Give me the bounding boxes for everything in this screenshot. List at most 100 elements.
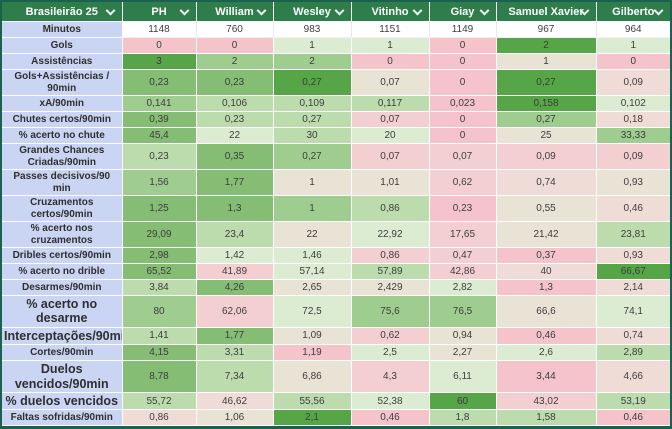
stat-cell[interactable]: 55,72 <box>122 392 197 411</box>
stat-cell[interactable]: 983 <box>273 21 352 38</box>
column-header-giay[interactable]: Giay <box>429 2 497 22</box>
stat-cell[interactable]: 23,4 <box>196 221 274 248</box>
stat-cell[interactable]: 0,102 <box>596 95 670 112</box>
stat-cell[interactable]: 33,33 <box>596 127 670 144</box>
stat-cell[interactable]: 57,89 <box>351 263 430 280</box>
row-label[interactable]: Interceptações/90min <box>2 327 123 346</box>
stat-cell[interactable]: 0,27 <box>496 69 597 96</box>
stat-cell[interactable]: 1,8 <box>429 409 497 427</box>
column-header-samuel-xavier[interactable]: Samuel Xavier <box>496 2 597 22</box>
stat-cell[interactable]: 2 <box>273 53 352 70</box>
stat-cell[interactable]: 0,09 <box>596 69 670 96</box>
row-label[interactable]: Gols <box>2 37 123 54</box>
stat-cell[interactable]: 0,158 <box>496 95 597 112</box>
stat-cell[interactable]: 1151 <box>351 21 430 38</box>
stat-cell[interactable]: 20 <box>351 127 430 144</box>
chevron-down-icon[interactable] <box>334 5 344 16</box>
stat-cell[interactable]: 0,46 <box>596 409 670 427</box>
stat-cell[interactable]: 42,86 <box>429 263 497 280</box>
stat-cell[interactable]: 0,141 <box>122 95 197 112</box>
row-label[interactable]: % acerto no drible <box>2 263 123 280</box>
stat-cell[interactable]: 41,89 <box>196 263 274 280</box>
stat-cell[interactable]: 65,52 <box>122 263 197 280</box>
stat-cell[interactable]: 60 <box>429 392 497 411</box>
stat-cell[interactable]: 0,46 <box>596 195 670 222</box>
stat-cell[interactable]: 0,35 <box>196 143 274 170</box>
stat-cell[interactable]: 1,41 <box>122 327 197 346</box>
row-label[interactable]: Cortes/90min <box>2 344 123 362</box>
stat-cell[interactable]: 0,86 <box>351 247 430 264</box>
stat-cell[interactable]: 66,67 <box>596 263 670 280</box>
stat-cell[interactable]: 2,98 <box>122 247 197 264</box>
stat-cell[interactable]: 3 <box>122 53 197 70</box>
stat-cell[interactable]: 7,34 <box>196 360 274 393</box>
stat-cell[interactable]: 2 <box>496 37 597 54</box>
stat-cell[interactable]: 0,27 <box>273 143 352 170</box>
stat-cell[interactable]: 0 <box>429 127 497 144</box>
stat-cell[interactable]: 0 <box>351 53 430 70</box>
stat-cell[interactable]: 0,39 <box>122 111 197 128</box>
chevron-down-icon[interactable] <box>653 5 664 16</box>
stat-cell[interactable]: 0,86 <box>351 195 430 222</box>
stat-cell[interactable]: 66,6 <box>496 295 597 328</box>
stat-cell[interactable]: 2,429 <box>351 279 430 296</box>
stat-cell[interactable]: 57,14 <box>273 263 352 280</box>
stat-cell[interactable]: 2,5 <box>351 344 430 362</box>
stat-cell[interactable]: 0,07 <box>351 69 430 96</box>
stat-cell[interactable]: 4,26 <box>196 279 274 296</box>
stat-cell[interactable]: 1,06 <box>196 409 274 427</box>
column-header-wesley[interactable]: Wesley <box>273 2 352 22</box>
stat-cell[interactable]: 22 <box>273 221 352 248</box>
stat-cell[interactable]: 0,09 <box>596 143 670 170</box>
row-label[interactable]: Duelos vencidos/90min <box>2 360 123 393</box>
stat-cell[interactable]: 0,47 <box>429 247 497 264</box>
chevron-down-icon[interactable] <box>179 5 189 16</box>
stat-cell[interactable]: 1149 <box>429 21 497 38</box>
stat-cell[interactable]: 29,09 <box>122 221 197 248</box>
stat-cell[interactable]: 0,94 <box>429 327 497 346</box>
stat-cell[interactable]: 0,23 <box>196 111 274 128</box>
stat-cell[interactable]: 1 <box>273 169 352 196</box>
stat-cell[interactable]: 0,27 <box>273 111 352 128</box>
row-label[interactable]: Dribles certos/90min <box>2 247 123 264</box>
stat-cell[interactable]: 0,27 <box>273 69 352 96</box>
stat-cell[interactable]: 43,02 <box>496 392 597 411</box>
row-label[interactable]: Chutes certos/90min <box>2 111 123 128</box>
stat-cell[interactable]: 1,3 <box>196 195 274 222</box>
stat-cell[interactable]: 0,18 <box>596 111 670 128</box>
stat-cell[interactable]: 3,84 <box>122 279 197 296</box>
stat-cell[interactable]: 0,117 <box>351 95 430 112</box>
stat-cell[interactable]: 0,07 <box>429 143 497 170</box>
stat-cell[interactable]: 2,1 <box>273 409 352 427</box>
stat-cell[interactable]: 30 <box>273 127 352 144</box>
stat-cell[interactable]: 76,5 <box>429 295 497 328</box>
stat-cell[interactable]: 46,62 <box>196 392 274 411</box>
chevron-down-icon[interactable] <box>105 5 115 16</box>
stat-cell[interactable]: 0 <box>429 111 497 128</box>
stat-cell[interactable]: 0,74 <box>496 169 597 196</box>
stat-cell[interactable]: 6,11 <box>429 360 497 393</box>
stat-cell[interactable]: 72,5 <box>273 295 352 328</box>
stat-cell[interactable]: 4,15 <box>122 344 197 362</box>
stat-cell[interactable]: 0,23 <box>122 69 197 96</box>
stat-cell[interactable]: 0 <box>429 69 497 96</box>
stat-cell[interactable]: 52,38 <box>351 392 430 411</box>
stat-cell[interactable]: 2,65 <box>273 279 352 296</box>
stat-cell[interactable]: 3,44 <box>496 360 597 393</box>
stat-cell[interactable]: 0,74 <box>596 327 670 346</box>
stat-cell[interactable]: 1 <box>496 53 597 70</box>
row-label[interactable]: Cruzamentos certos/90min <box>2 195 123 222</box>
stat-cell[interactable]: 4,3 <box>351 360 430 393</box>
stat-cell[interactable]: 0,62 <box>351 327 430 346</box>
chevron-down-icon[interactable] <box>479 5 489 16</box>
stat-cell[interactable]: 1 <box>273 195 352 222</box>
stat-cell[interactable]: 53,19 <box>596 392 670 411</box>
stat-cell[interactable]: 1,19 <box>273 344 352 362</box>
stat-cell[interactable]: 0,106 <box>196 95 274 112</box>
column-header-gilberto[interactable]: Gilberto <box>596 2 670 22</box>
stat-cell[interactable]: 0,93 <box>596 169 670 196</box>
stat-cell[interactable]: 0,86 <box>122 409 197 427</box>
stat-cell[interactable]: 0,93 <box>596 247 670 264</box>
stat-cell[interactable]: 22 <box>196 127 274 144</box>
stat-cell[interactable]: 25 <box>496 127 597 144</box>
